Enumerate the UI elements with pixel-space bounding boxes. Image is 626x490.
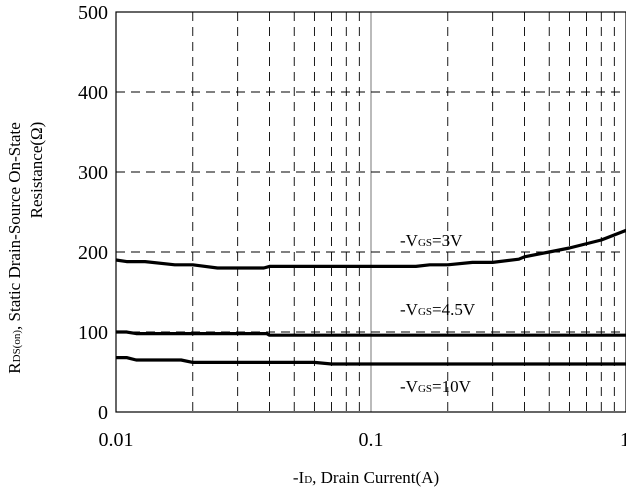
series-line-2 [116,330,626,337]
x-tick-label: 0.1 [359,429,384,451]
y-tick-label: 300 [78,162,108,184]
plot-frame [115,11,626,413]
series-line-3 [116,356,626,366]
curve-label-vgs-4-5v: -VGS=4.5V [400,300,476,319]
curve-label-vgs-10v: -VGS=10V [400,377,472,396]
x-axis-title: -ID, Drain Current(A) [293,468,439,487]
x-tick-label: 1 [620,429,626,451]
y-tick-label: 500 [78,2,108,24]
series-line-1 [115,228,626,270]
y-tick-label: 0 [98,402,108,424]
x-tick-label: 0.01 [99,429,134,451]
tick-labels: 0 100 200 300 400 500 0.01 0.1 1 [78,2,626,451]
grid [116,12,626,412]
y-tick-label: 100 [78,322,108,344]
y-axis-title-line2: Resistance(Ω) [27,122,46,219]
curve-label-vgs-3v: -VGS=3V [400,231,463,250]
y-tick-label: 200 [78,242,108,264]
series-layer [115,228,626,366]
y-tick-label: 400 [78,82,108,104]
y-axis-title-line1: RDS(on), Static Drain-Source On-State [5,122,24,373]
